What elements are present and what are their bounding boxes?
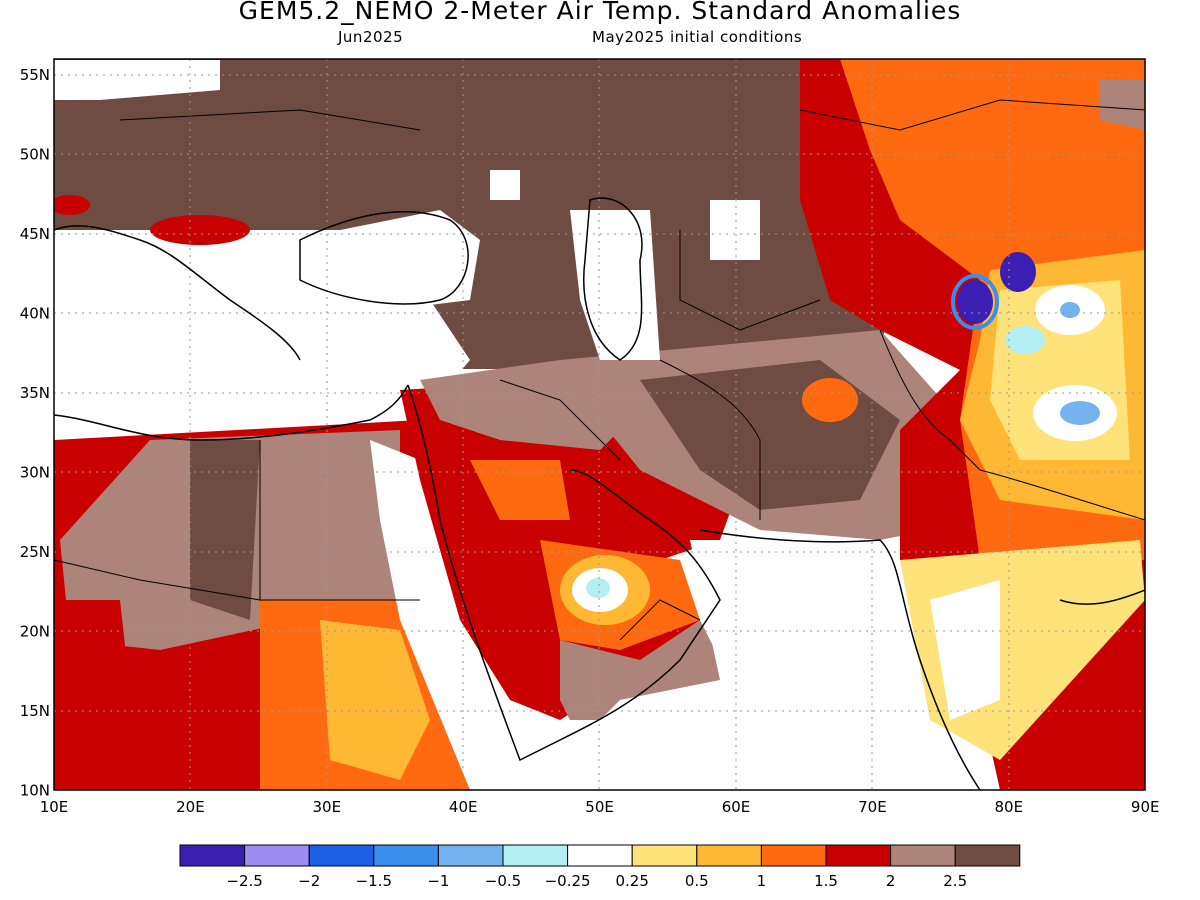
lon-label: 20E (176, 798, 205, 816)
lon-label: 90E (1131, 798, 1160, 816)
colorbar-swatch (954, 844, 1021, 867)
longitude-axis: 10E 20E 30E 40E 50E 60E 70E 80E 90E (40, 798, 1160, 816)
colorbar-swatch (437, 844, 504, 867)
lat-label: 35N (20, 384, 50, 402)
colorbar-swatch (567, 844, 633, 867)
lon-label: 80E (995, 798, 1024, 816)
lat-label: 25N (20, 543, 50, 561)
lat-label: 10N (20, 782, 50, 800)
graticule (54, 59, 1145, 790)
colorbar-label: −1 (427, 872, 449, 890)
colorbar-swatch (179, 844, 246, 867)
init-conditions: May2025 initial conditions (592, 28, 803, 46)
lat-label: 50N (20, 146, 50, 164)
lon-label: 60E (722, 798, 751, 816)
lat-label: 55N (20, 66, 50, 84)
colorbar: −2.5 −2 −1.5 −1 −0.5 −0.25 0.25 0.5 1 1.5 2 2.5 (179, 844, 1021, 890)
coastlines (53, 197, 1146, 791)
colorbar-label: 2 (886, 872, 896, 890)
colorbar-swatch (502, 844, 569, 867)
anomaly-field (54, 59, 1145, 790)
colorbar-label: 1.5 (814, 872, 838, 890)
colorbar-swatch (890, 844, 956, 867)
colorbar-swatch (244, 844, 310, 867)
lon-label: 40E (449, 798, 478, 816)
lat-label: 15N (20, 702, 50, 720)
colorbar-label: −2.5 (226, 872, 262, 890)
colorbar-swatch (373, 844, 439, 867)
lon-label: 70E (858, 798, 887, 816)
colorbar-label: 1 (757, 872, 767, 890)
colorbar-label: 2.5 (943, 872, 967, 890)
borders (53, 99, 1146, 641)
chart-title: GEM5.2_NEMO 2-Meter Air Temp. Standard A… (238, 0, 962, 25)
colorbar-swatch (631, 844, 698, 867)
colorbar-label: −2 (298, 872, 320, 890)
lon-label: 30E (313, 798, 342, 816)
colorbar-swatch (825, 844, 892, 867)
colorbar-swatch (760, 844, 827, 867)
colorbar-swatch (308, 844, 375, 867)
colorbar-label: −0.5 (485, 872, 521, 890)
lat-label: 40N (20, 305, 50, 323)
colorbar-label: 0.25 (615, 872, 648, 890)
lon-label: 50E (585, 798, 614, 816)
colorbar-label: 0.5 (685, 872, 709, 890)
colorbar-swatch (696, 844, 762, 867)
latitude-axis: 55N 50N 45N 40N 35N 30N 25N 20N 15N 10N (20, 66, 50, 800)
valid-month: Jun2025 (338, 28, 404, 46)
colorbar-label: −1.5 (356, 872, 392, 890)
lat-label: 45N (20, 225, 50, 243)
colorbar-label: −0.25 (545, 872, 591, 890)
lat-label: 30N (20, 464, 50, 482)
lon-label: 10E (40, 798, 69, 816)
map-frame (53, 58, 1146, 791)
lat-label: 20N (20, 623, 50, 641)
